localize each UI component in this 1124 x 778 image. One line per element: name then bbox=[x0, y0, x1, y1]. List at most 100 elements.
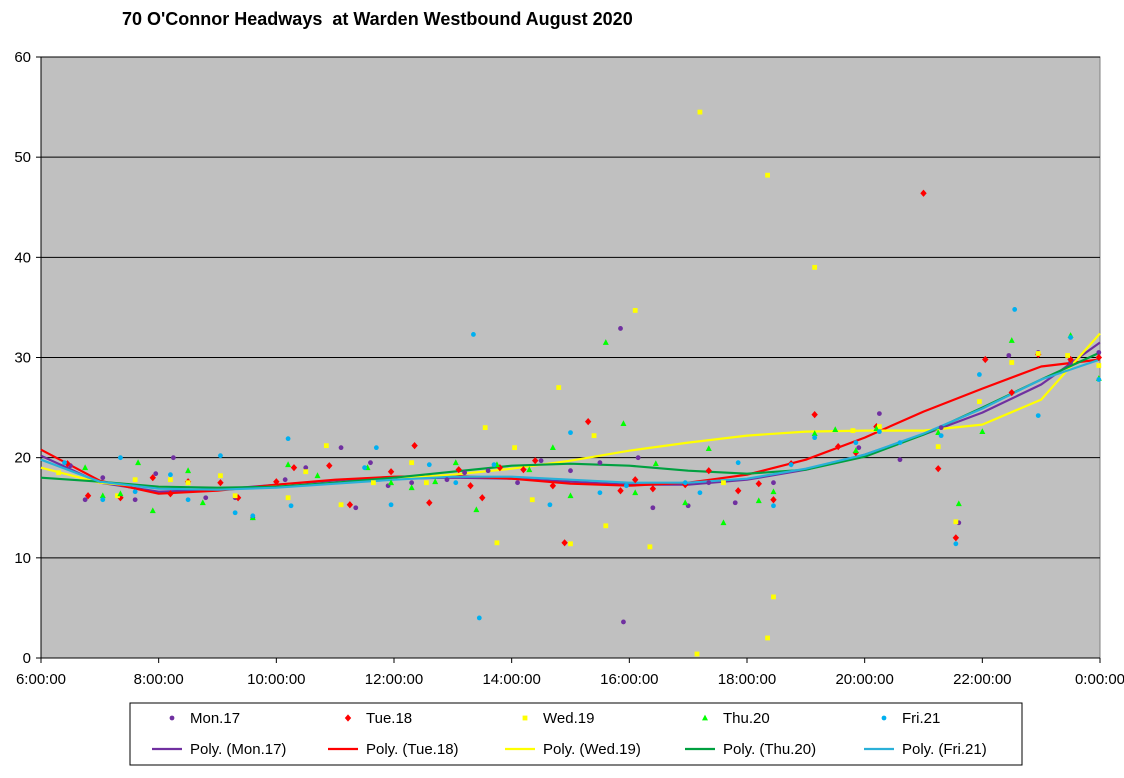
data-point bbox=[476, 615, 482, 621]
data-point bbox=[371, 480, 376, 486]
legend-label: Poly. (Thu.20) bbox=[723, 741, 816, 758]
data-point bbox=[720, 519, 727, 526]
data-point bbox=[353, 505, 359, 511]
data-point bbox=[467, 482, 474, 490]
data-point bbox=[649, 485, 657, 493]
data-point bbox=[568, 468, 573, 474]
data-point bbox=[834, 443, 842, 451]
data-point bbox=[56, 470, 62, 476]
y-tick-label: 20 bbox=[14, 450, 31, 467]
data-point bbox=[409, 480, 415, 486]
data-point bbox=[512, 445, 518, 451]
data-point bbox=[185, 497, 191, 503]
data-point bbox=[99, 492, 106, 499]
data-point bbox=[635, 455, 641, 461]
data-point bbox=[755, 480, 762, 488]
legend-label: Fri.21 bbox=[902, 710, 940, 727]
data-point bbox=[117, 490, 124, 497]
data-point bbox=[529, 497, 535, 503]
data-point bbox=[471, 332, 476, 337]
data-point bbox=[620, 420, 627, 427]
data-point bbox=[185, 480, 191, 486]
data-point bbox=[568, 430, 573, 436]
data-point bbox=[432, 478, 439, 485]
x-tick-label: 12:00:00 bbox=[365, 671, 423, 688]
data-point bbox=[682, 499, 689, 506]
data-point bbox=[1035, 351, 1041, 356]
data-point bbox=[617, 487, 624, 495]
legend-label: Tue.18 bbox=[366, 710, 412, 727]
data-point bbox=[515, 480, 520, 486]
data-point bbox=[338, 445, 344, 451]
data-point bbox=[876, 429, 882, 435]
data-point bbox=[549, 482, 557, 490]
data-point bbox=[850, 428, 856, 434]
y-tick-label: 40 bbox=[14, 249, 31, 266]
data-point bbox=[82, 497, 88, 503]
data-point bbox=[1095, 353, 1103, 362]
data-point bbox=[721, 480, 726, 486]
data-point bbox=[1012, 307, 1018, 312]
data-point bbox=[444, 477, 450, 483]
data-point bbox=[303, 465, 309, 471]
data-point bbox=[811, 430, 818, 437]
data-point bbox=[250, 513, 256, 519]
data-point bbox=[168, 477, 173, 483]
data-point bbox=[979, 428, 986, 435]
data-point bbox=[694, 651, 700, 657]
data-point bbox=[135, 459, 142, 466]
data-point bbox=[462, 470, 467, 476]
data-point bbox=[697, 109, 703, 115]
data-point bbox=[199, 499, 206, 506]
data-point bbox=[408, 484, 415, 491]
data-point bbox=[84, 492, 92, 500]
data-point bbox=[935, 465, 942, 473]
data-point bbox=[1096, 363, 1102, 368]
data-point bbox=[812, 264, 818, 270]
data-point bbox=[217, 479, 224, 487]
data-point bbox=[732, 500, 738, 506]
data-point bbox=[64, 460, 71, 468]
data-point bbox=[273, 478, 280, 486]
data-point bbox=[852, 447, 859, 454]
data-point bbox=[1065, 353, 1071, 358]
legend-marker bbox=[169, 715, 175, 721]
data-point bbox=[118, 455, 123, 461]
data-point bbox=[1008, 388, 1015, 397]
data-point bbox=[682, 480, 688, 486]
y-tick-label: 60 bbox=[14, 49, 31, 66]
data-point bbox=[82, 464, 89, 471]
legend-label: Poly. (Tue.18) bbox=[366, 741, 459, 758]
data-point bbox=[935, 429, 942, 436]
data-point bbox=[955, 500, 962, 507]
data-point bbox=[771, 594, 776, 600]
data-point bbox=[647, 544, 653, 550]
x-tick-label: 0:00:00 bbox=[1075, 671, 1124, 688]
data-point bbox=[168, 472, 173, 478]
data-point bbox=[409, 460, 415, 466]
data-point bbox=[326, 462, 333, 470]
data-point bbox=[935, 444, 941, 450]
data-point bbox=[338, 502, 344, 508]
legend-label: Thu.20 bbox=[723, 710, 770, 727]
data-point bbox=[218, 473, 223, 479]
data-point bbox=[282, 477, 288, 483]
data-point bbox=[185, 467, 192, 474]
data-point bbox=[876, 411, 882, 416]
data-point bbox=[423, 480, 429, 486]
data-point bbox=[218, 453, 223, 459]
legend-marker bbox=[344, 714, 352, 722]
y-tick-label: 10 bbox=[14, 550, 31, 567]
data-point bbox=[532, 457, 539, 465]
data-point bbox=[697, 490, 703, 496]
data-point bbox=[453, 480, 459, 486]
data-point bbox=[873, 425, 880, 432]
legend-label: Poly. (Mon.17) bbox=[190, 741, 286, 758]
data-point bbox=[149, 507, 156, 514]
data-point bbox=[1035, 413, 1041, 418]
data-point bbox=[167, 490, 174, 498]
data-point bbox=[373, 445, 379, 451]
data-point bbox=[771, 503, 776, 509]
x-tick-label: 20:00:00 bbox=[835, 671, 893, 688]
data-point bbox=[482, 425, 488, 431]
